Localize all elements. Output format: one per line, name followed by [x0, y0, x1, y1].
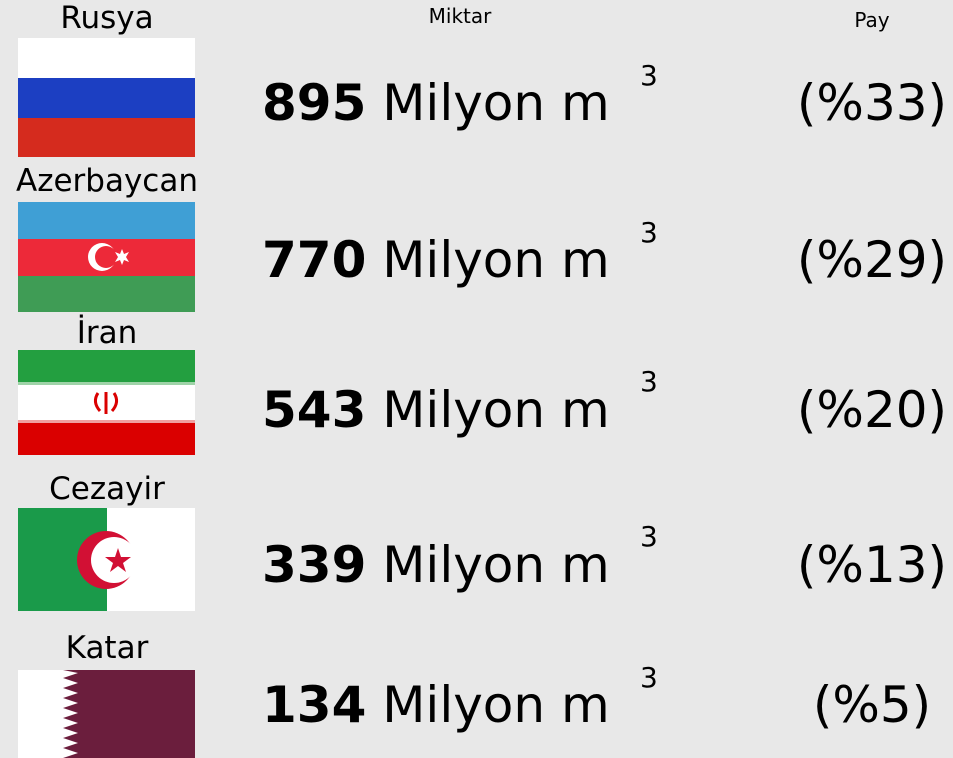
flag [18, 202, 195, 312]
amount: 543 Milyon m [262, 385, 610, 435]
flag [18, 350, 195, 455]
header-amount: Miktar [428, 4, 492, 28]
unit-exponent: 3 [640, 661, 658, 694]
share: (%13) [796, 536, 948, 594]
country-name: İran [76, 315, 138, 351]
amount-value: 543 [262, 381, 367, 439]
share: (%29) [796, 231, 948, 289]
unit: Milyon m [382, 676, 610, 734]
amount-value: 895 [262, 74, 367, 132]
country-name: Azerbaycan [15, 163, 198, 199]
country-name: Rusya [60, 0, 154, 36]
header-share: Pay [854, 8, 890, 32]
amount: 339 Milyon m [262, 540, 610, 590]
share: (%33) [796, 74, 948, 132]
unit-exponent: 3 [640, 520, 658, 553]
country-name: Cezayir [49, 471, 165, 507]
unit: Milyon m [382, 536, 610, 594]
amount: 134 Milyon m [262, 680, 610, 730]
flag [18, 670, 195, 758]
unit: Milyon m [382, 381, 610, 439]
share: (%20) [796, 381, 948, 439]
flag [18, 508, 195, 611]
amount-value: 339 [262, 536, 367, 594]
amount-value: 770 [262, 231, 367, 289]
unit-exponent: 3 [640, 216, 658, 249]
unit-exponent: 3 [640, 59, 658, 92]
amount-value: 134 [262, 676, 367, 734]
country-name: Katar [65, 630, 149, 666]
amount: 895 Milyon m [262, 78, 610, 128]
share: (%5) [812, 676, 932, 734]
flag [18, 38, 195, 157]
unit: Milyon m [382, 74, 610, 132]
unit: Milyon m [382, 231, 610, 289]
amount: 770 Milyon m [262, 235, 610, 285]
unit-exponent: 3 [640, 365, 658, 398]
